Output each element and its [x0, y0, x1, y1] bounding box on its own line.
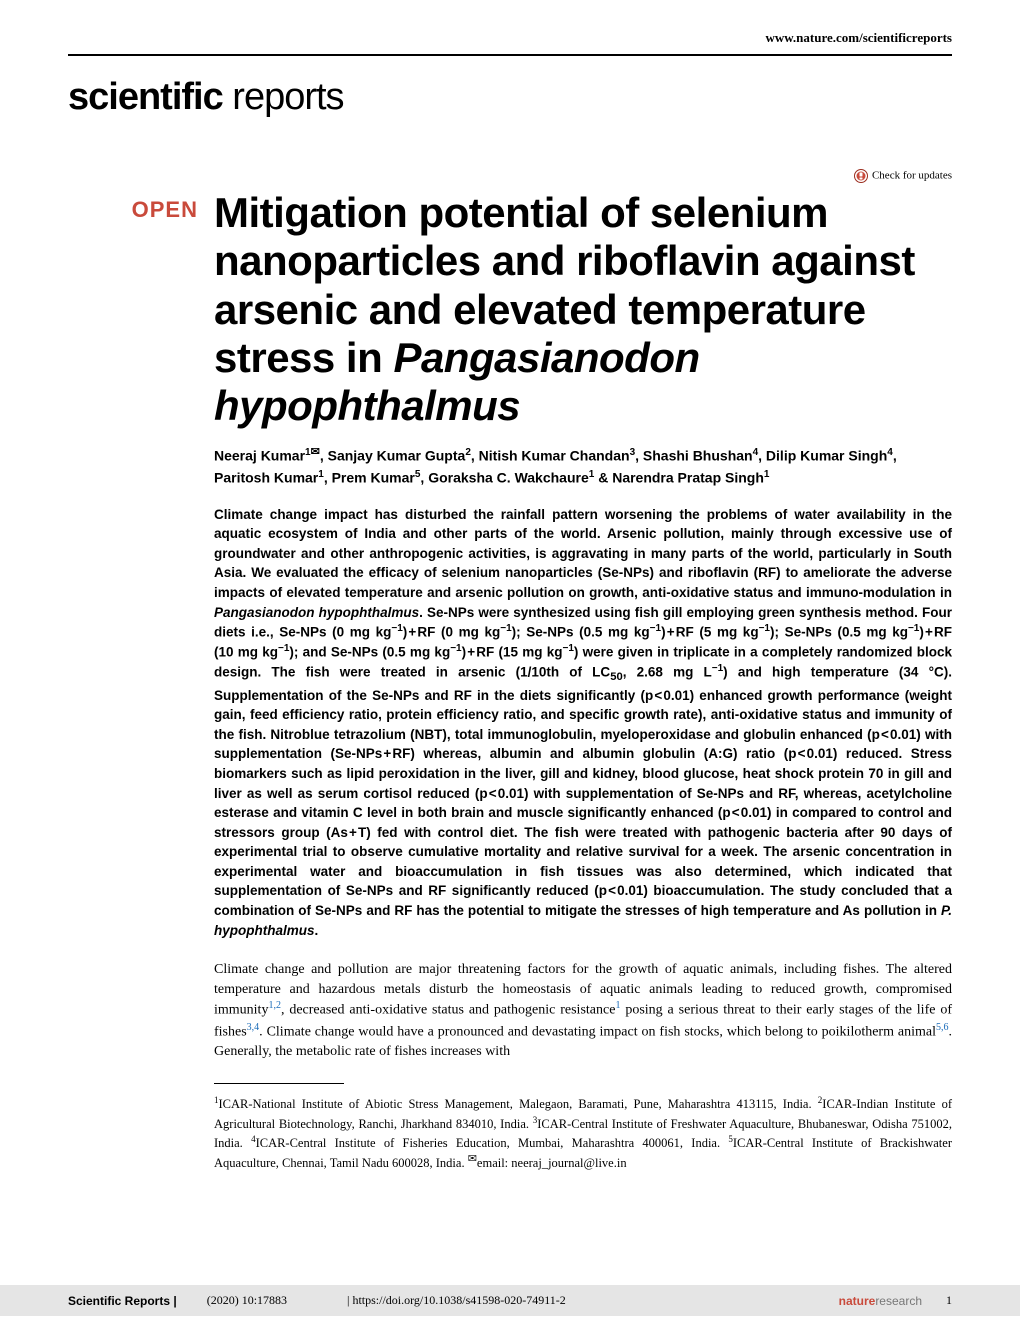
- footer-brand-gray: research: [875, 1294, 922, 1308]
- footer-bar: Scientific Reports | (2020) 10:17883 | h…: [0, 1285, 1020, 1316]
- article-title: Mitigation potential of selenium nanopar…: [214, 189, 952, 430]
- footer-brand: natureresearch: [839, 1294, 922, 1308]
- footer-brand-bold: nature: [839, 1294, 876, 1308]
- footer-journal: Scientific Reports |: [68, 1294, 177, 1308]
- abstract-text: Climate change impact has disturbed the …: [214, 505, 952, 940]
- open-access-badge: OPEN: [68, 189, 198, 223]
- author-list: Neeraj Kumar1✉, Sanjay Kumar Gupta2, Nit…: [214, 444, 952, 488]
- site-link[interactable]: www.nature.com/scientificreports: [68, 30, 952, 46]
- footer-citation: (2020) 10:17883: [207, 1293, 287, 1308]
- affiliations: 1ICAR-National Institute of Abiotic Stre…: [214, 1094, 952, 1172]
- body-text: Climate change and pollution are major t…: [214, 960, 952, 1061]
- footer-page-number: 1: [946, 1293, 952, 1308]
- affiliation-rule: [214, 1083, 344, 1084]
- footer-doi[interactable]: | https://doi.org/10.1038/s41598-020-749…: [347, 1293, 566, 1308]
- crossmark-icon: [854, 169, 868, 183]
- top-rule: [68, 54, 952, 56]
- check-updates-button[interactable]: Check for updates: [68, 169, 952, 183]
- journal-name-bold: scientific: [68, 76, 223, 118]
- journal-logo: scientific reports: [68, 76, 952, 119]
- check-updates-label: Check for updates: [872, 170, 952, 182]
- journal-name-light: reports: [223, 76, 344, 118]
